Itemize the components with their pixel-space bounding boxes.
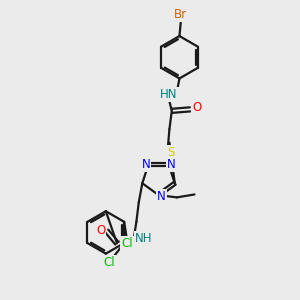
Text: N: N: [167, 158, 175, 171]
Text: S: S: [167, 146, 175, 159]
Text: Br: Br: [174, 8, 188, 21]
Text: O: O: [96, 224, 105, 237]
Text: NH: NH: [135, 232, 152, 245]
Text: Cl: Cl: [103, 256, 115, 269]
Text: N: N: [157, 190, 166, 203]
Text: Cl: Cl: [121, 236, 133, 250]
Text: N: N: [142, 158, 151, 171]
Text: HN: HN: [160, 88, 178, 101]
Text: O: O: [192, 101, 201, 114]
